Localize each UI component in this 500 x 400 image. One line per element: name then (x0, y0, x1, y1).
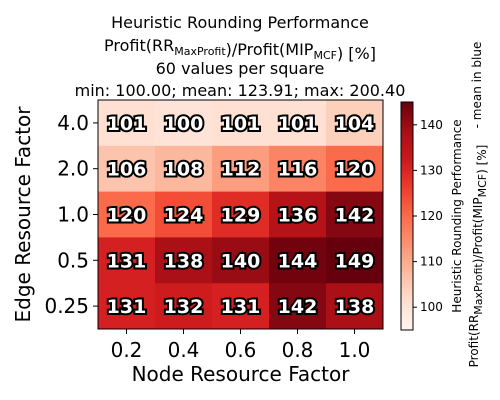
cell-value-label: 138 (164, 250, 204, 272)
title-line-2: Profit(RRMaxProfit)/Profit(MIPMCF) [%] (104, 36, 376, 63)
y-tick-label: 0.25 (44, 294, 89, 318)
heatmap-cell (269, 191, 327, 238)
x-tick-label: 0.8 (282, 338, 314, 362)
cell-value-label: 138 (335, 296, 375, 318)
cell-value-label: 112 (221, 159, 261, 181)
heatmap-cell-labels: 101 100 101 101 104 106 108 112 116 120 120 124 129 1… (105, 111, 377, 320)
cell-value-label: 106 (107, 159, 147, 181)
cell-value-label: 142 (278, 296, 318, 318)
cell-value-label: 108 (164, 159, 204, 181)
heatmap-cell (155, 237, 213, 284)
colorbar-tick-label: 110 (420, 255, 443, 269)
heatmap-cell (155, 283, 213, 330)
heatmap-cell (98, 283, 156, 330)
heatmap-cell (269, 237, 327, 284)
colorbar (400, 101, 414, 331)
cell-value-label: 124 (164, 205, 204, 227)
cell-value-label: 131 (221, 296, 261, 318)
heatmap-cell (155, 100, 213, 147)
colorbar-tick-label: 130 (420, 163, 443, 177)
colorbar-ticks: 100 110 120 130 140 (413, 118, 443, 314)
cell-value-label: 100 (164, 113, 204, 135)
cell-value-label: 136 (278, 205, 318, 227)
heatmap-cell (155, 145, 213, 193)
heatmap-cell (98, 100, 156, 147)
heatmap-cell (269, 283, 327, 330)
colorbar-side-note: - mean in blue (470, 42, 484, 129)
colorbar-tick-label: 140 (420, 118, 443, 132)
heatmap-cell (212, 283, 270, 330)
heatmap-cell (212, 145, 270, 193)
heatmap-cell (212, 191, 270, 238)
cell-value-label: 149 (335, 250, 375, 272)
heatmap-cell (326, 237, 384, 284)
heatmap-cell (98, 237, 156, 284)
heatmap-cell (326, 145, 384, 193)
heatmap-cell (212, 237, 270, 284)
cell-value-label: 131 (107, 250, 147, 272)
cell-value-label: 132 (164, 296, 204, 318)
cell-value-label: 140 (221, 250, 261, 272)
chart-title: Heuristic Rounding Performance Profit(RRM… (75, 13, 406, 100)
y-tick-label: 1.0 (57, 203, 89, 227)
heatmap-cell (326, 191, 384, 238)
heatmap-cells (98, 100, 384, 330)
colorbar-gradient (400, 101, 414, 331)
cell-value-label: 104 (335, 113, 375, 135)
x-tick-label: 1.0 (339, 338, 371, 362)
y-axis-label: Edge Resource Factor (11, 106, 35, 323)
y-tick-label: 4.0 (57, 111, 89, 135)
x-tick-label: 0.6 (225, 338, 257, 362)
y-tick-label: 0.5 (57, 248, 89, 272)
cell-value-label: 142 (335, 205, 375, 227)
cell-value-label: 101 (278, 113, 318, 135)
y-axis-ticks: 4.0 2.0 1.0 0.5 0.25 (44, 111, 98, 318)
heatmap-cell (269, 100, 327, 147)
y-tick-label: 2.0 (57, 157, 89, 181)
heatmap-cell (98, 145, 156, 193)
cell-value-label: 144 (278, 250, 318, 272)
x-tick-label: 0.4 (168, 338, 200, 362)
cell-value-label: 120 (335, 159, 375, 181)
heatmap-cell (98, 191, 156, 238)
cell-value-label: 120 (107, 205, 147, 227)
colorbar-tick-label: 100 (420, 300, 443, 314)
x-axis-label: Node Resource Factor (132, 362, 351, 386)
x-axis-ticks: 0.2 0.4 0.6 0.8 1.0 (111, 329, 371, 362)
heatmap-cell (326, 283, 384, 330)
title-line-4: min: 100.00; mean: 123.91; max: 200.40 (75, 81, 406, 100)
title-line-3: 60 values per square (156, 59, 325, 78)
heatmap-cell (155, 191, 213, 238)
heatmap-cell (212, 100, 270, 147)
colorbar-label-line-1: Heuristic Rounding Performance (450, 119, 464, 312)
colorbar-tick-label: 120 (420, 209, 443, 223)
title-line-1: Heuristic Rounding Performance (111, 13, 369, 32)
heatmap-cell (269, 145, 327, 193)
cell-value-label: 131 (107, 296, 147, 318)
x-tick-label: 0.2 (111, 338, 143, 362)
cell-value-label: 116 (278, 159, 318, 181)
cell-value-label: 129 (221, 205, 261, 227)
cell-value-label: 101 (107, 113, 147, 135)
colorbar-label: Heuristic Rounding PerformanceProfit(RRM… (450, 42, 489, 368)
colorbar-label-line-2: Profit(RRMaxProfit)/Profit(MIPMCF) [%] (467, 145, 489, 368)
cell-value-label: 101 (221, 113, 261, 135)
heatmap-cell (326, 100, 384, 147)
